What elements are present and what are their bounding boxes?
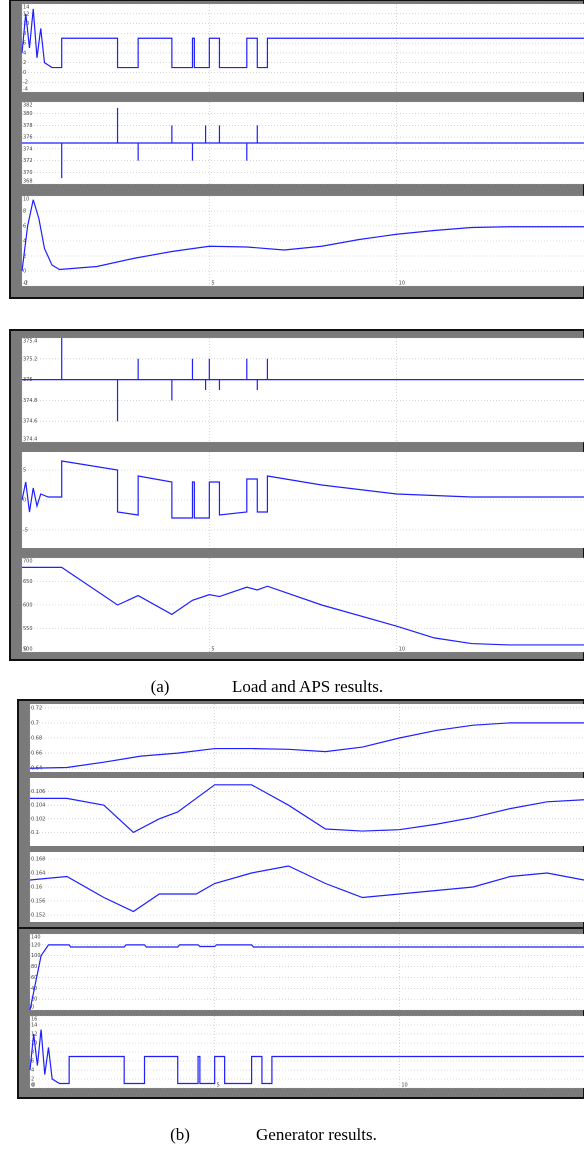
y-tick-label: 0.106: [31, 789, 45, 795]
data-line: [21, 460, 584, 519]
y-tick-label: 600: [23, 603, 33, 609]
caption-text: Generator results.: [256, 1125, 377, 1144]
data-line: [29, 944, 584, 1011]
data-line: [21, 8, 584, 69]
y-tick-label: 14: [31, 1023, 37, 1029]
y-tick-label: 374.6: [23, 419, 37, 425]
y-tick-label: 8: [23, 209, 26, 215]
caption-label: (a): [151, 677, 170, 696]
data-line: [29, 722, 584, 769]
y-tick-label: 376: [23, 135, 33, 141]
y-tick-label: 6: [31, 1059, 34, 1065]
y-tick-label: 0.64: [31, 766, 42, 772]
data-line: [21, 199, 584, 272]
plot-area: [22, 338, 584, 442]
x-tick-label: 5: [211, 281, 214, 287]
y-tick-label: 0.1: [31, 830, 39, 836]
y-tick-label: 0.7: [31, 720, 39, 726]
x-tick-label: 0: [24, 647, 27, 653]
y-tick-label: 4: [23, 239, 26, 245]
x-tick-label: 10: [401, 1083, 407, 1089]
y-tick-label: -5: [23, 528, 28, 534]
y-tick-label: 10: [23, 197, 29, 203]
y-tick-label: 0.152: [31, 913, 45, 919]
y-tick-label: 20: [31, 997, 37, 1003]
y-tick-label: 0: [31, 1005, 34, 1011]
data-line: [29, 1029, 584, 1085]
y-tick-label: 120: [31, 942, 41, 948]
y-tick-label: 140: [31, 935, 41, 941]
y-tick-label: 4: [31, 1068, 34, 1074]
x-tick-label: 10: [399, 647, 405, 653]
y-tick-label: 700: [23, 559, 33, 565]
y-tick-label: 375.2: [23, 356, 37, 362]
y-tick-label: 372: [23, 158, 33, 164]
y-tick-label: 378: [23, 123, 33, 129]
y-tick-label: 8: [31, 1050, 34, 1056]
plot-area: [30, 778, 584, 846]
y-tick-label: 5: [23, 468, 26, 474]
y-tick-label: 650: [23, 579, 33, 585]
y-tick-label: 0: [23, 269, 26, 275]
y-tick-label: 10: [23, 21, 29, 27]
y-tick-label: 0.66: [31, 751, 42, 757]
y-tick-label: 0.102: [31, 816, 45, 822]
data-line: [29, 865, 584, 913]
caption-text: Load and APS results.: [232, 677, 383, 696]
y-tick-label: 0: [31, 1083, 34, 1089]
y-tick-label: 0.68: [31, 736, 42, 742]
y-tick-label: 14: [23, 5, 29, 11]
y-tick-label: 0: [23, 70, 26, 76]
y-tick-label: 0.156: [31, 899, 45, 905]
y-tick-label: 368: [23, 179, 33, 185]
y-tick-label: 8: [23, 31, 26, 37]
y-tick-label: 4: [23, 50, 26, 56]
y-tick-label: 0.164: [31, 871, 45, 877]
y-tick-label: 382: [23, 103, 33, 109]
y-tick-label: -2: [23, 281, 28, 287]
y-tick-label: 374: [23, 146, 33, 152]
y-tick-label: 2: [23, 254, 26, 260]
y-tick-label: 374.8: [23, 398, 37, 404]
y-tick-label: 6: [23, 41, 26, 47]
y-tick-label: 0.104: [31, 803, 45, 809]
y-tick-label: 500: [23, 647, 33, 653]
y-tick-label: 2: [23, 60, 26, 66]
data-line: [22, 107, 584, 179]
x-tick-label: 5: [211, 647, 214, 653]
data-line: [30, 784, 584, 834]
y-tick-label: 0.168: [31, 857, 45, 863]
y-tick-label: 10: [31, 1041, 37, 1047]
y-tick-label: 6: [23, 224, 26, 230]
x-tick-label: 10: [399, 281, 405, 287]
plot-area: [30, 934, 584, 1010]
y-tick-label: 0.72: [31, 705, 42, 711]
y-tick-label: 100: [31, 953, 41, 959]
y-tick-label: 16: [31, 1017, 37, 1023]
y-tick-label: 2: [31, 1077, 34, 1083]
y-tick-label: -2: [23, 80, 28, 86]
data-line: [22, 566, 584, 646]
y-tick-label: -4: [23, 87, 28, 93]
x-tick-label: 0: [32, 1083, 35, 1089]
y-tick-label: 0: [23, 498, 26, 504]
data-line: [22, 338, 584, 422]
plot-area: [22, 4, 584, 92]
y-tick-label: 374.4: [23, 437, 37, 443]
y-tick-label: 550: [23, 626, 33, 632]
x-tick-label: 0: [24, 281, 27, 287]
y-tick-label: 375.4: [23, 339, 37, 345]
y-tick-label: 0.16: [31, 885, 42, 891]
y-tick-label: 380: [23, 111, 33, 117]
y-tick-label: 80: [31, 964, 37, 970]
x-tick-label: 5: [217, 1083, 220, 1089]
y-tick-label: 370: [23, 170, 33, 176]
caption-label: (b): [170, 1125, 190, 1144]
y-tick-label: 60: [31, 975, 37, 981]
